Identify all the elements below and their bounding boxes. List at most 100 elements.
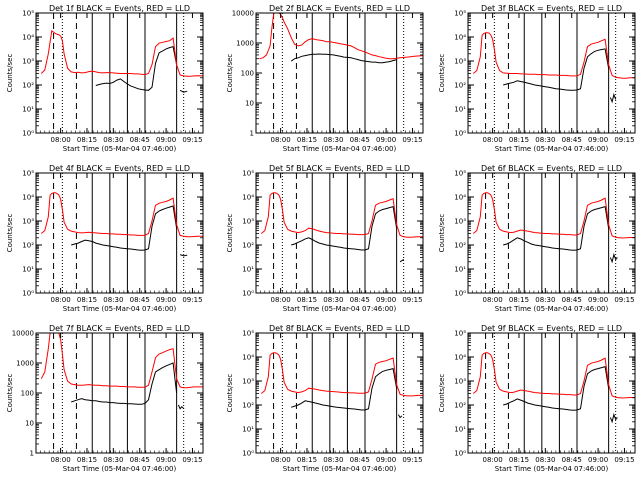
x-tick-label: 08:15 bbox=[509, 296, 529, 304]
x-tick-label: 08:00 bbox=[51, 456, 71, 464]
chart-panel-6: Det 6f BLACK = Events, RED = LLD 10⁰ 10¹ 10… bbox=[438, 164, 636, 313]
y-tick-label: 10⁴ bbox=[454, 194, 466, 202]
x-axis-label: Start Time (05-Mar-04 07:46:00) bbox=[495, 465, 609, 473]
y-tick-label: 10¹ bbox=[454, 266, 466, 274]
x-tick-label: 08:15 bbox=[297, 296, 317, 304]
y-axis-label: Counts/sec bbox=[438, 54, 446, 93]
y-axis-label: Counts/sec bbox=[438, 214, 446, 253]
x-tick-label: 09:00 bbox=[376, 136, 396, 144]
y-tick-label: 10⁵ bbox=[454, 330, 466, 338]
series-line-lld-3 bbox=[472, 192, 635, 239]
plot-frame bbox=[255, 332, 424, 454]
series-line-lld-3 bbox=[260, 192, 423, 238]
x-axis-label: Start Time (05-Mar-04 07:46:00) bbox=[495, 145, 609, 153]
x-tick-label: 08:45 bbox=[562, 296, 582, 304]
x-tick-label: 08:45 bbox=[350, 136, 370, 144]
x-tick-label: 08:30 bbox=[535, 456, 555, 464]
y-tick-label: 10000 bbox=[12, 330, 34, 338]
x-tick-label: 09:00 bbox=[588, 456, 608, 464]
chart-title: Det 7f BLACK = Events, RED = LLD bbox=[49, 324, 190, 333]
chart-title: Det 5f BLACK = Events, RED = LLD bbox=[269, 164, 410, 173]
y-tick-label: 10⁴ bbox=[242, 194, 254, 202]
x-tick-label: 08:30 bbox=[323, 296, 343, 304]
y-tick-label: 10³ bbox=[454, 378, 466, 386]
y-tick-label: 1 bbox=[30, 450, 34, 458]
y-tick-label: 10⁵ bbox=[454, 170, 466, 178]
x-tick-label: 08:30 bbox=[103, 296, 123, 304]
x-tick-label: 08:15 bbox=[77, 136, 97, 144]
x-tick-label: 08:15 bbox=[509, 136, 529, 144]
y-axis-label: Counts/sec bbox=[6, 54, 14, 93]
chart-panel-3: Det 3f BLACK = Events, RED = LLD 10⁰ 10¹ 10… bbox=[438, 4, 636, 153]
y-tick-label: 10 bbox=[245, 100, 254, 108]
x-tick-label: 08:30 bbox=[535, 136, 555, 144]
y-tick-label: 10³ bbox=[22, 58, 34, 66]
x-axis-label: Start Time (05-Mar-04 07:46:00) bbox=[495, 305, 609, 313]
x-tick-label: 08:00 bbox=[271, 136, 291, 144]
chart-panel-9: Det 9f BLACK = Events, RED = LLD 10⁰ 10¹ 10… bbox=[438, 324, 636, 473]
x-tick-label: 08:15 bbox=[509, 456, 529, 464]
y-tick-label: 10⁰ bbox=[454, 290, 466, 298]
plot-frame bbox=[35, 332, 204, 454]
plot-frame bbox=[467, 172, 636, 294]
y-tick-label: 10¹ bbox=[454, 426, 466, 434]
x-tick-label: 08:00 bbox=[483, 296, 503, 304]
y-tick-label: 10³ bbox=[22, 218, 34, 226]
y-tick-label: 10² bbox=[242, 242, 254, 250]
y-tick-label: 10³ bbox=[242, 378, 254, 386]
x-axis-label: Start Time (05-Mar-04 07:46:00) bbox=[283, 465, 397, 473]
y-tick-label: 10⁰ bbox=[242, 290, 254, 298]
y-tick-label: 10¹ bbox=[242, 266, 254, 274]
chart-title: Det 4f BLACK = Events, RED = LLD bbox=[49, 164, 190, 173]
series-line-lld-3 bbox=[472, 352, 635, 399]
chart-title: Det 3f BLACK = Events, RED = LLD bbox=[481, 4, 622, 13]
y-tick-label: 10⁵ bbox=[242, 330, 254, 338]
series-line-lld-3 bbox=[40, 30, 203, 77]
x-tick-label: 08:45 bbox=[130, 456, 150, 464]
x-tick-label: 08:00 bbox=[51, 136, 71, 144]
series-line-lld-3 bbox=[40, 333, 203, 389]
x-tick-label: 09:15 bbox=[182, 136, 202, 144]
x-tick-label: 08:00 bbox=[271, 456, 291, 464]
series-line-lld-2 bbox=[259, 13, 423, 60]
x-tick-label: 08:00 bbox=[51, 296, 71, 304]
chart-title: Det 1f BLACK = Events, RED = LLD bbox=[49, 4, 190, 13]
y-tick-label: 10⁰ bbox=[454, 450, 466, 458]
y-axis-label: Counts/sec bbox=[438, 374, 446, 413]
series-line-lld-3 bbox=[40, 192, 203, 238]
y-tick-label: 10⁴ bbox=[242, 354, 254, 362]
x-axis-label: Start Time (05-Mar-04 07:46:00) bbox=[63, 305, 177, 313]
series-line-events-2 bbox=[609, 412, 618, 424]
y-tick-label: 10³ bbox=[454, 58, 466, 66]
y-tick-label: 10⁰ bbox=[22, 290, 34, 298]
plot-frame bbox=[255, 12, 424, 134]
y-tick-label: 10² bbox=[22, 242, 34, 250]
chart-panel-2: Det 2f BLACK = Events, RED = LLD 1 10 100 10… bbox=[226, 4, 424, 153]
y-tick-label: 10⁵ bbox=[22, 170, 34, 178]
x-axis-label: Start Time (05-Mar-04 07:46:00) bbox=[283, 305, 397, 313]
series-line-events-2 bbox=[397, 414, 403, 419]
x-tick-label: 09:15 bbox=[614, 296, 634, 304]
x-tick-label: 08:45 bbox=[350, 296, 370, 304]
chart-panel-8: Det 8f BLACK = Events, RED = LLD 10⁰ 10¹ 10… bbox=[226, 324, 424, 473]
series-line-events-1 bbox=[291, 205, 398, 251]
x-tick-label: 09:00 bbox=[376, 296, 396, 304]
x-tick-label: 09:00 bbox=[156, 296, 176, 304]
x-tick-label: 09:15 bbox=[614, 136, 634, 144]
series-line-events-1 bbox=[95, 45, 178, 91]
series-line-lld-3 bbox=[260, 352, 423, 397]
y-tick-label: 10⁰ bbox=[454, 130, 466, 138]
series-line-events-2 bbox=[609, 252, 618, 264]
y-tick-label: 10² bbox=[242, 402, 254, 410]
series-line-events-1 bbox=[71, 205, 178, 251]
series-line-events-1 bbox=[503, 205, 610, 251]
y-tick-label: 10⁴ bbox=[454, 34, 466, 42]
y-tick-label: 10⁵ bbox=[454, 10, 466, 18]
x-tick-label: 08:15 bbox=[77, 456, 97, 464]
y-tick-label: 100 bbox=[21, 390, 34, 398]
y-tick-label: 10² bbox=[22, 82, 34, 90]
x-tick-label: 08:45 bbox=[350, 456, 370, 464]
x-tick-label: 08:15 bbox=[297, 136, 317, 144]
x-tick-label: 08:30 bbox=[103, 456, 123, 464]
y-tick-label: 1000 bbox=[16, 360, 34, 368]
